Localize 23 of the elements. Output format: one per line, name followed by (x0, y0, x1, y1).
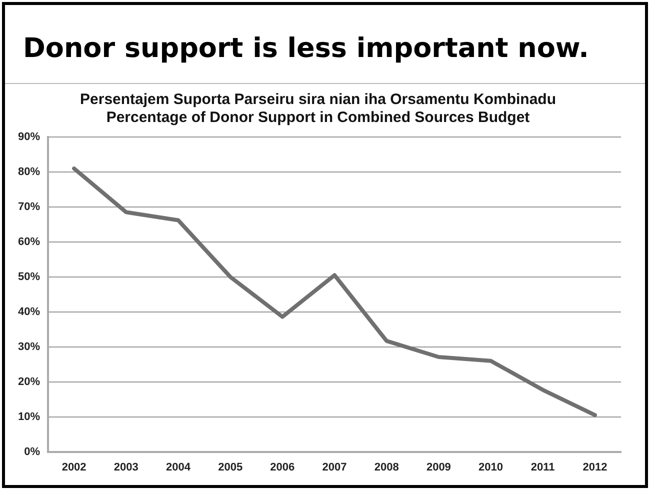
y-tick-label: 80% (18, 166, 40, 178)
chart-subtitle: Persentajem Suporta Parseiru sira nian iha Orsamentu Kombinadu Percentage of Donor Support in Combined Sources Budget (80, 91, 556, 126)
x-tick-label: 2009 (426, 461, 451, 474)
y-tick-label: 20% (18, 376, 40, 388)
y-tick-label: 40% (18, 306, 40, 318)
x-tick-label: 2002 (62, 461, 86, 474)
x-tick-label: 2004 (166, 461, 192, 474)
x-tick-label: 2010 (478, 461, 504, 474)
x-tick-label: 2011 (530, 461, 555, 474)
y-tick-label: 70% (18, 200, 40, 213)
chart-title: Donor support is less important now. (23, 33, 589, 64)
y-tick-label: 60% (18, 236, 40, 248)
y-tick-label: 50% (18, 270, 40, 283)
x-tick-label: 2008 (374, 461, 399, 474)
y-tick-label: 90% (18, 131, 40, 144)
y-tick-label: 0% (24, 446, 40, 458)
y-tick-label: 30% (18, 340, 40, 353)
x-tick-label: 2012 (582, 461, 608, 474)
y-tick-label: 10% (18, 410, 40, 423)
x-tick-label: 2007 (322, 461, 347, 474)
x-tick-label: 2005 (218, 461, 243, 474)
x-tick-label: 2003 (114, 461, 138, 474)
x-tick-label: 2006 (270, 461, 295, 474)
